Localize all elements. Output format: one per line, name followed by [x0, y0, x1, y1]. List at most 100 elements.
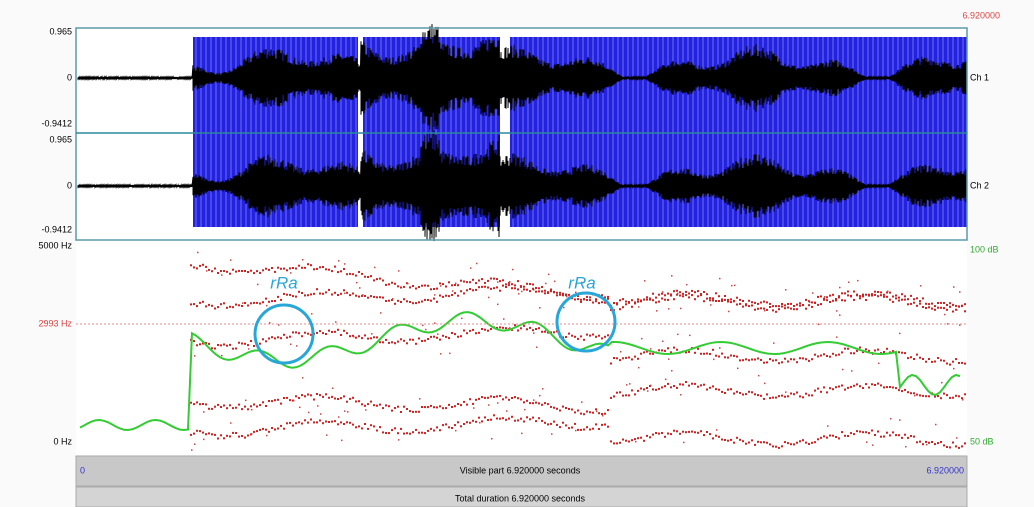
- formant-dot: [604, 336, 606, 338]
- formant-dot: [328, 397, 330, 399]
- formant-dot: [466, 289, 468, 291]
- formant-dot: [316, 393, 318, 395]
- formant-dot: [595, 408, 597, 410]
- formant-dot: [355, 275, 357, 277]
- formant-dot: [679, 291, 681, 293]
- formant-dot: [763, 398, 765, 400]
- formant-dot: [670, 386, 672, 388]
- formant-dot: [919, 394, 921, 396]
- formant-dot: [899, 333, 901, 335]
- formant-dot: [191, 449, 193, 451]
- formant-dot: [901, 352, 903, 354]
- formant-dot: [454, 284, 456, 286]
- formant-dot: [400, 301, 402, 303]
- formant-dot: [646, 299, 648, 301]
- formant-dot: [773, 342, 775, 344]
- formant-dot: [478, 280, 480, 282]
- formant-dot: [472, 420, 474, 422]
- formant-dot: [403, 406, 405, 408]
- formant-dot: [901, 299, 903, 301]
- formant-dot: [457, 403, 459, 405]
- formant-dot: [301, 423, 303, 425]
- formant-dot: [925, 303, 927, 305]
- formant-dot: [223, 270, 225, 272]
- formant-dot: [934, 396, 936, 398]
- formant-dot: [715, 300, 717, 302]
- formant-dot: [439, 282, 441, 284]
- formant-dot: [817, 388, 819, 390]
- formant-dot: [556, 408, 558, 410]
- formant-dot: [787, 395, 789, 397]
- formant-dot: [712, 297, 714, 299]
- formant-dot: [517, 397, 519, 399]
- formant-dot: [913, 436, 915, 438]
- formant-dot: [478, 332, 480, 334]
- formant-dot: [199, 403, 201, 405]
- formant-dot: [406, 432, 408, 434]
- formant-dot: [388, 283, 390, 285]
- formant-dot: [307, 394, 309, 396]
- formant-dot: [445, 286, 447, 288]
- formant-dot: [730, 298, 732, 300]
- formant-dot: [217, 306, 219, 308]
- formant-dot: [751, 301, 753, 303]
- formant-dot: [338, 416, 340, 418]
- formant-dot: [388, 300, 390, 302]
- formant-dot: [412, 302, 414, 304]
- formant-dot: [364, 295, 366, 297]
- formant-dot: [310, 293, 312, 295]
- formant-dot: [892, 296, 894, 298]
- formant-dot: [956, 309, 958, 311]
- formant-dot: [385, 339, 387, 341]
- formant-dot: [940, 359, 942, 361]
- formant-dot: [421, 340, 423, 342]
- formant-dot: [493, 287, 495, 289]
- formant-dot: [769, 306, 771, 308]
- formant-dot: [397, 406, 399, 408]
- channel-label: Ch 2: [970, 180, 989, 190]
- formant-dot: [490, 328, 492, 330]
- formant-dot: [388, 405, 390, 407]
- formant-dot: [544, 290, 546, 292]
- formant-dot: [553, 291, 555, 293]
- formant-dot: [851, 370, 853, 372]
- formant-dot: [421, 301, 423, 303]
- formant-dot: [823, 353, 825, 355]
- formant-dot: [247, 271, 249, 273]
- formant-dot: [293, 400, 295, 402]
- formant-dot: [379, 296, 381, 298]
- formant-dot: [424, 406, 426, 408]
- formant-dot: [589, 429, 591, 431]
- formant-dot: [641, 338, 643, 340]
- formant-dot: [223, 302, 225, 304]
- formant-dot: [785, 391, 787, 393]
- formant-dot: [337, 398, 339, 400]
- formant-dot: [265, 298, 267, 300]
- formant-dot: [478, 286, 480, 288]
- formant-dot: [376, 296, 378, 298]
- formant-dot: [601, 337, 603, 339]
- formant-dot: [472, 329, 474, 331]
- formant-dot: [232, 306, 234, 308]
- formant-dot: [193, 303, 195, 305]
- formant-dot: [541, 286, 543, 288]
- formant-dot: [757, 441, 759, 443]
- formant-dot: [514, 324, 516, 326]
- formant-dot: [376, 405, 378, 407]
- formant-dot: [574, 411, 576, 413]
- formant-dot: [313, 421, 315, 423]
- formant-dot: [709, 299, 711, 301]
- formant-dot: [430, 300, 432, 302]
- formant-dot: [836, 336, 838, 338]
- formant-dot: [646, 296, 648, 298]
- formant-dot: [583, 298, 585, 300]
- formant-dot: [694, 352, 696, 354]
- formant-dot: [394, 407, 396, 409]
- formant-dot: [811, 394, 813, 396]
- formant-dot: [265, 268, 267, 270]
- formant-dot: [823, 386, 825, 388]
- formant-dot: [307, 294, 309, 296]
- formant-dot: [283, 428, 285, 430]
- formant-dot: [772, 309, 774, 311]
- formant-dot: [748, 391, 750, 393]
